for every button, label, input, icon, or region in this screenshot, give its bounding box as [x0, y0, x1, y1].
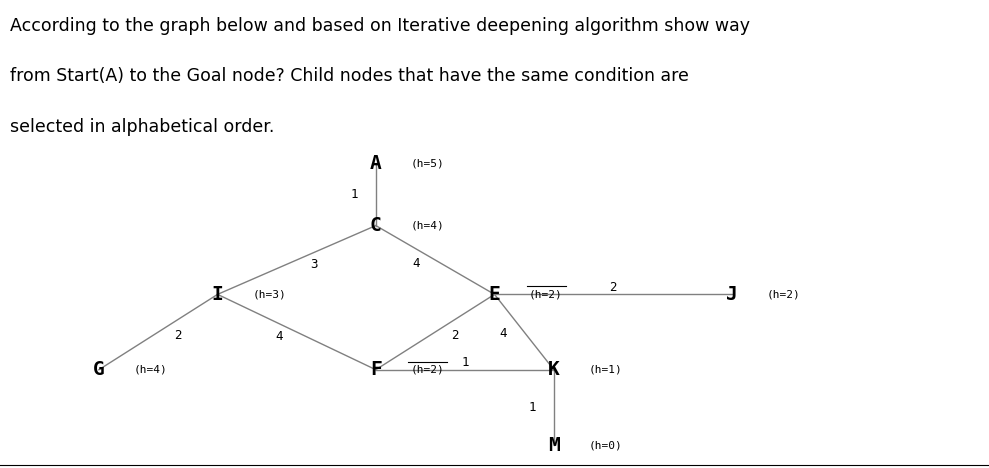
- Text: (h=4): (h=4): [134, 365, 167, 375]
- Text: 1: 1: [461, 356, 469, 369]
- Text: 4: 4: [275, 329, 283, 343]
- Text: (h=4): (h=4): [410, 220, 444, 231]
- Text: 4: 4: [412, 257, 420, 270]
- Text: According to the graph below and based on Iterative deepening algorithm show way: According to the graph below and based o…: [10, 17, 750, 35]
- Text: A: A: [370, 154, 382, 173]
- Text: (h=2): (h=2): [529, 289, 563, 300]
- Text: (h=2): (h=2): [410, 365, 444, 375]
- Text: (h=3): (h=3): [252, 289, 286, 300]
- Text: selected in alphabetical order.: selected in alphabetical order.: [10, 118, 274, 136]
- Text: 3: 3: [311, 258, 317, 271]
- Text: F: F: [370, 360, 382, 379]
- Text: 1: 1: [350, 188, 358, 201]
- Text: 2: 2: [609, 281, 617, 293]
- Text: 2: 2: [174, 329, 181, 342]
- Text: E: E: [489, 285, 500, 304]
- Text: (h=1): (h=1): [588, 365, 622, 375]
- Text: 4: 4: [499, 327, 507, 340]
- Text: 2: 2: [451, 329, 458, 342]
- Text: G: G: [93, 360, 105, 379]
- Text: from Start(A) to the Goal node? Child nodes that have the same condition are: from Start(A) to the Goal node? Child no…: [10, 67, 688, 85]
- Text: I: I: [212, 285, 224, 304]
- Text: J: J: [726, 285, 738, 304]
- Text: (h=0): (h=0): [588, 440, 622, 450]
- Text: (h=2): (h=2): [766, 289, 800, 300]
- Text: C: C: [370, 216, 382, 235]
- Text: M: M: [548, 436, 560, 454]
- Text: (h=5): (h=5): [410, 158, 444, 168]
- Text: K: K: [548, 360, 560, 379]
- Text: 1: 1: [528, 401, 536, 414]
